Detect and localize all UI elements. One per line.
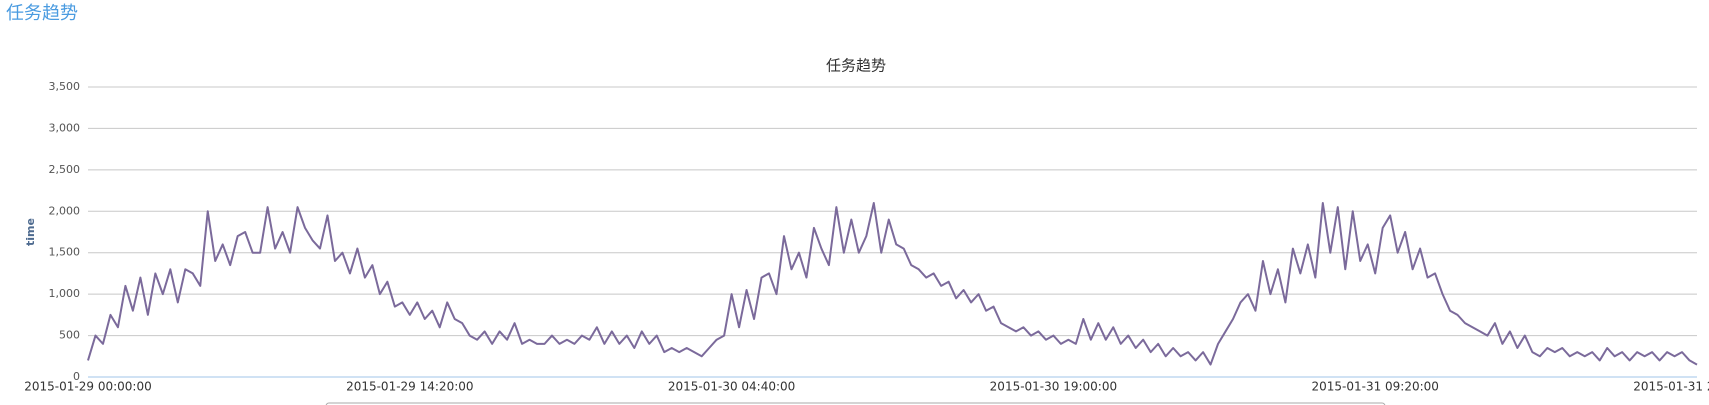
page-title: 任务趋势 (6, 3, 78, 24)
y-axis-label: time (24, 218, 37, 246)
x-tick-label: 2015-01-29 00:00:00 (24, 380, 151, 394)
scrollbar (325, 402, 1386, 405)
y-tick-label: 500 (59, 329, 80, 342)
y-tick-label: 0 (73, 370, 80, 383)
y-tick-label: 1,000 (49, 287, 81, 300)
y-tick-label: 3,500 (49, 80, 81, 93)
y-tick-label: 1,500 (49, 246, 81, 259)
y-tick-label: 2,500 (49, 163, 81, 176)
x-tick-label: 2015-01-30 19:00:00 (990, 380, 1117, 394)
chart-title: 任务趋势 (826, 57, 886, 75)
y-tick-label: 3,000 (49, 121, 81, 134)
x-tick-label: 2015-01-29 14:20:00 (346, 380, 473, 394)
x-tick-label: 2015-01-31 09:20:00 (1311, 380, 1438, 394)
y-tick-label: 2,000 (49, 204, 81, 217)
x-tick-label: 2015-01-30 04:40:00 (668, 380, 795, 394)
x-tick-label: 2015-01-31 23:40:00 (1633, 380, 1709, 394)
data-line (87, 202, 1698, 366)
